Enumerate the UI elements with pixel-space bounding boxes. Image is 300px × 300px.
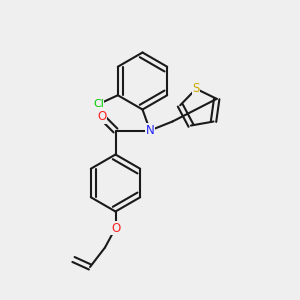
- Text: O: O: [111, 221, 120, 235]
- Text: S: S: [192, 82, 200, 95]
- Text: Cl: Cl: [93, 99, 104, 109]
- Text: O: O: [98, 110, 106, 124]
- Text: N: N: [146, 124, 154, 137]
